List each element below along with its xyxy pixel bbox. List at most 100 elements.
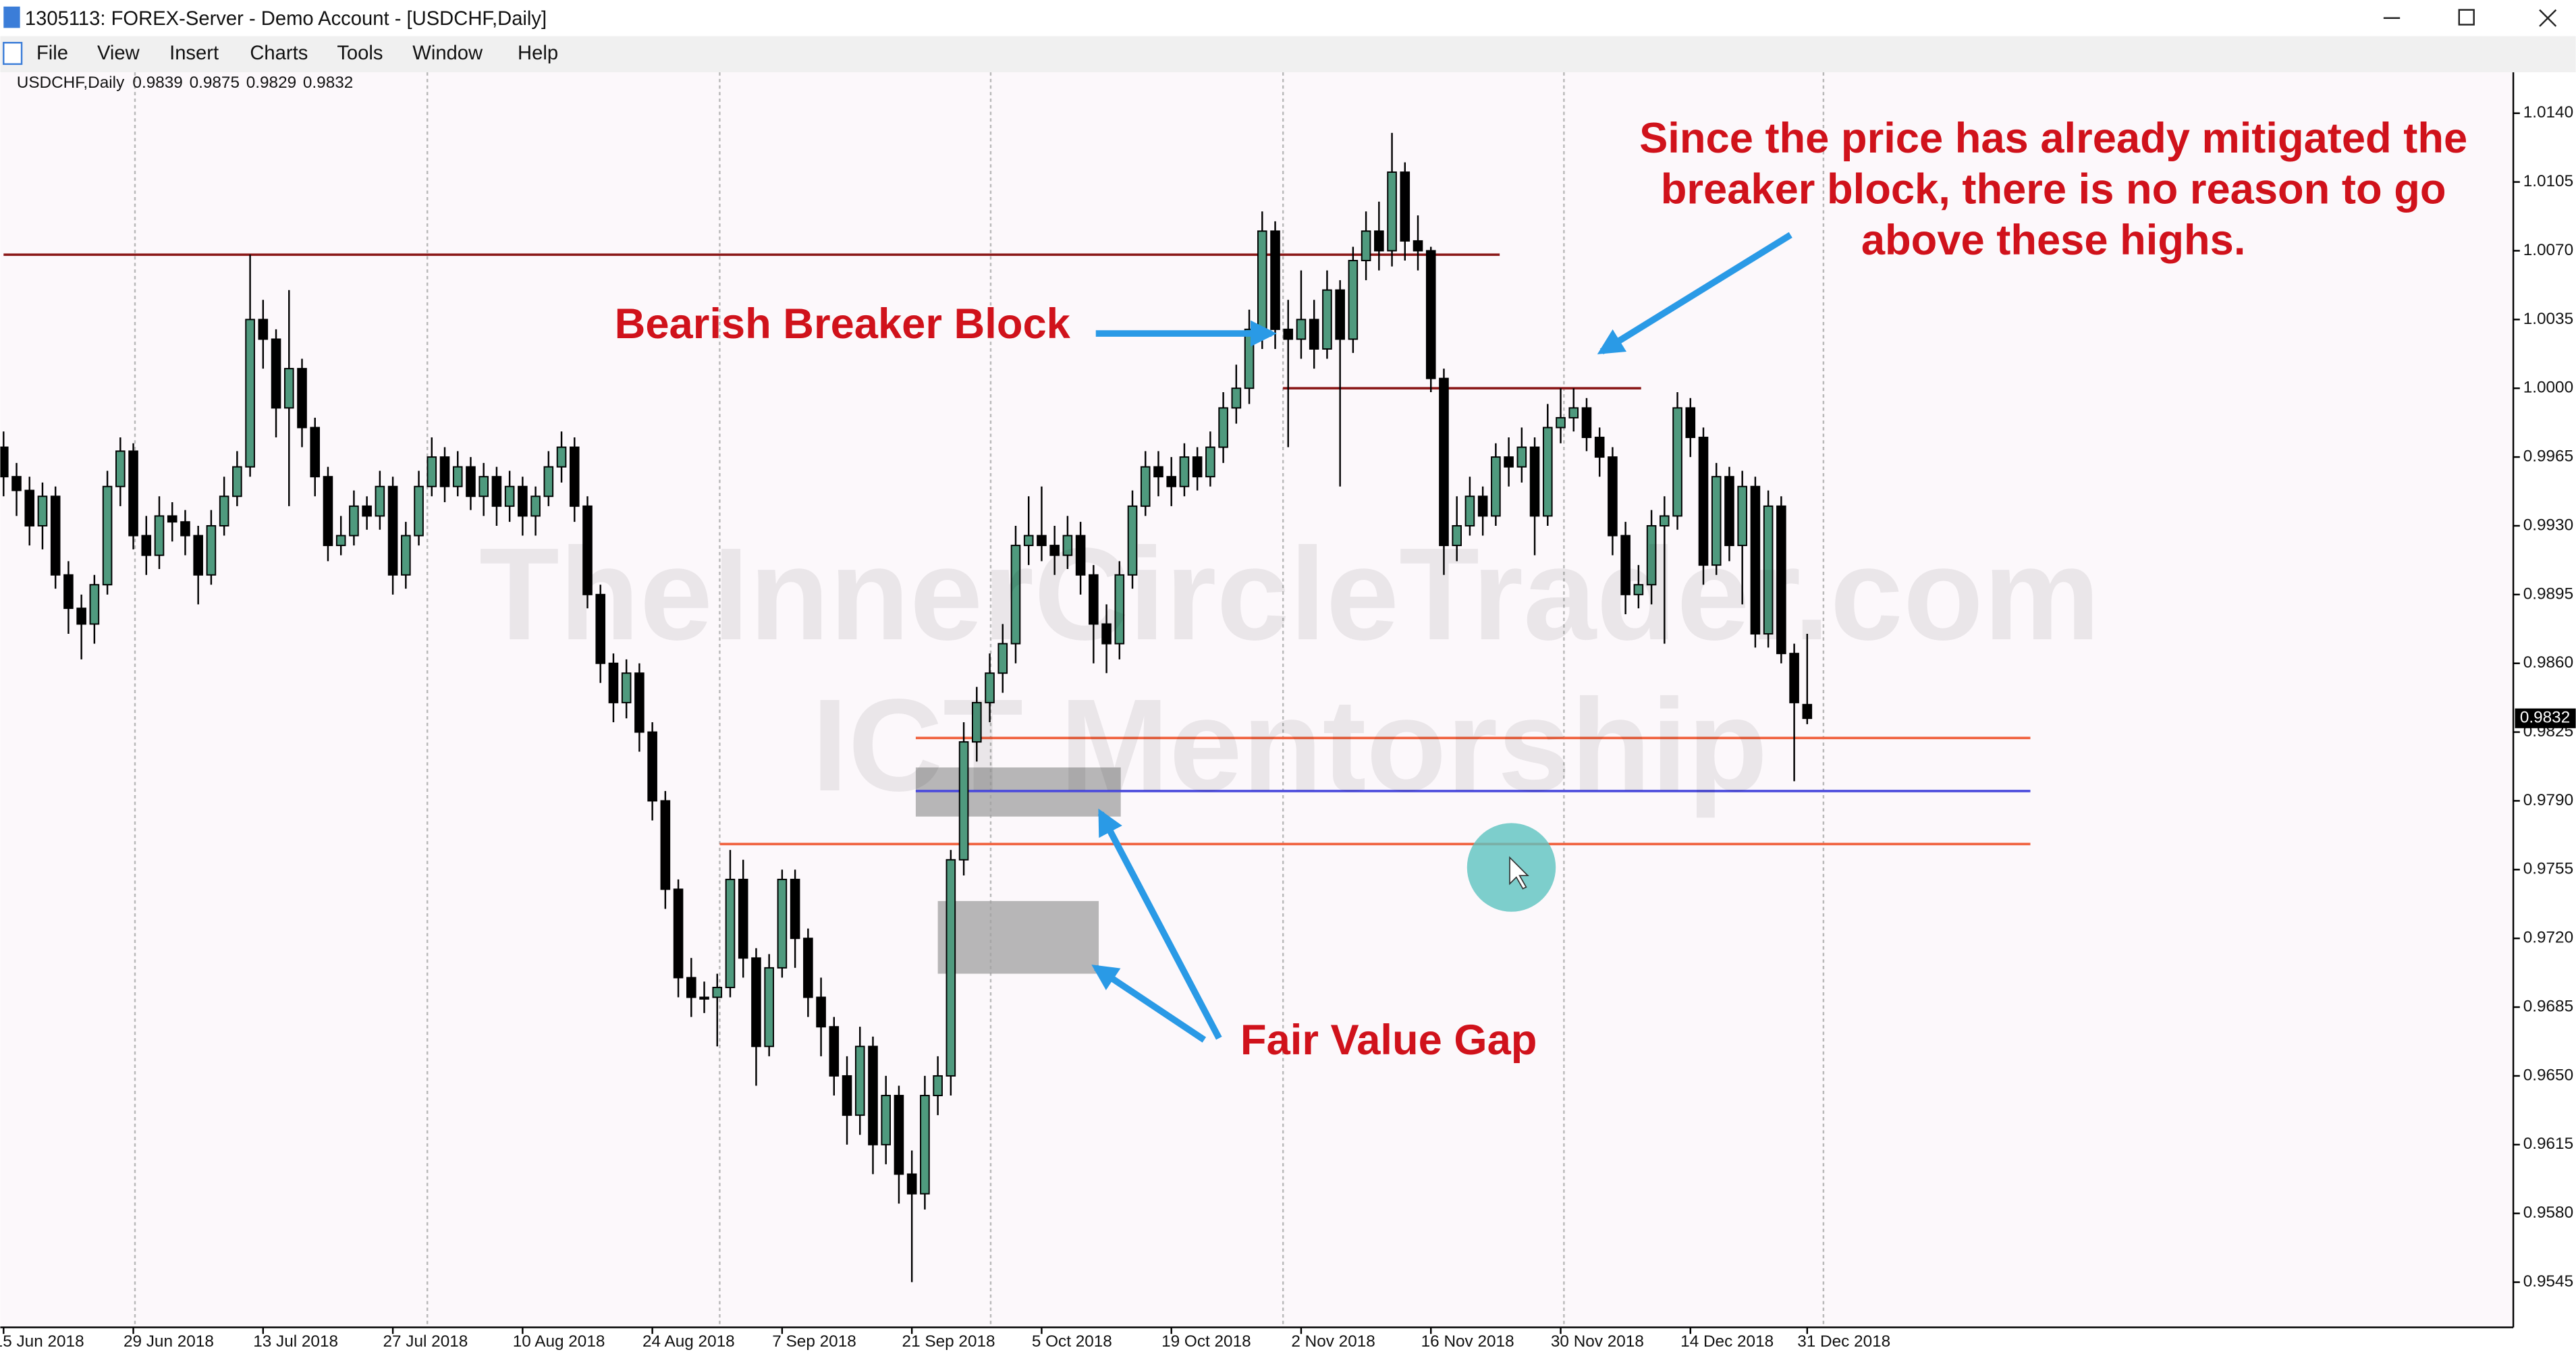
candle-body bbox=[349, 505, 359, 537]
candle-body bbox=[401, 535, 411, 576]
candle-body bbox=[180, 521, 190, 537]
candle-body bbox=[1166, 476, 1177, 487]
candle-body bbox=[582, 505, 593, 595]
candle-body bbox=[543, 466, 554, 497]
candle-body bbox=[76, 607, 86, 625]
candle-body bbox=[24, 489, 35, 526]
candle-body bbox=[310, 427, 321, 478]
close-button[interactable] bbox=[2539, 9, 2557, 27]
candle-body bbox=[439, 456, 450, 487]
y-tick-label: 0.9685 bbox=[2523, 997, 2573, 1015]
candle-body bbox=[37, 495, 48, 526]
current-price-label: 0.9832 bbox=[2520, 709, 2570, 727]
candle-body bbox=[1218, 407, 1228, 448]
candle-body bbox=[1023, 535, 1034, 547]
candle-body bbox=[193, 535, 203, 576]
candle-body bbox=[297, 368, 307, 429]
x-tick-label: 31 Dec 2018 bbox=[1797, 1332, 1890, 1351]
candle-body bbox=[50, 495, 61, 576]
candle-body bbox=[1608, 456, 1618, 537]
candle-body bbox=[1581, 407, 1592, 438]
candle-body bbox=[1101, 623, 1112, 645]
candle-body bbox=[985, 672, 995, 703]
watermark: ICT Mentorship bbox=[812, 672, 1768, 819]
candle-body bbox=[323, 476, 333, 547]
candle-body bbox=[790, 878, 800, 940]
x-tick-label: 14 Dec 2018 bbox=[1680, 1332, 1774, 1351]
candle-body bbox=[115, 450, 126, 487]
candle-body bbox=[1114, 574, 1125, 645]
candle-body bbox=[699, 996, 709, 1000]
candle-body bbox=[1685, 407, 1696, 438]
candle-body bbox=[1504, 456, 1514, 468]
candle-body bbox=[803, 938, 813, 998]
candle-body bbox=[1062, 535, 1073, 556]
menu-item[interactable]: Window bbox=[412, 43, 483, 64]
candle-body bbox=[271, 338, 281, 409]
annotation: Fair Value Gap bbox=[1240, 1017, 1537, 1064]
y-tick-label: 1.0105 bbox=[2523, 172, 2573, 190]
candle-body bbox=[686, 977, 696, 998]
x-tick-label: 24 Aug 2018 bbox=[642, 1332, 735, 1351]
arrow bbox=[1097, 808, 1222, 1040]
candle-body bbox=[1491, 456, 1501, 517]
y-tick-label: 1.0000 bbox=[2523, 379, 2573, 397]
candle-body bbox=[1192, 456, 1203, 478]
candle-body bbox=[1153, 466, 1163, 478]
y-tick-label: 1.0070 bbox=[2523, 241, 2573, 259]
title-bar bbox=[0, 0, 2576, 36]
menu-item[interactable]: Help bbox=[518, 43, 558, 64]
x-tick-label: 13 Jul 2018 bbox=[253, 1332, 338, 1351]
menu-item[interactable]: Insert bbox=[169, 43, 219, 64]
candle-body bbox=[660, 800, 671, 890]
candle-body bbox=[751, 957, 761, 1048]
candle-body bbox=[1477, 495, 1488, 517]
candle-body bbox=[764, 967, 774, 1048]
restore-button[interactable] bbox=[2458, 9, 2475, 26]
chart-header: USDCHF,Daily 0.9839 0.9875 0.9829 0.9832 bbox=[17, 74, 354, 92]
candle-body bbox=[1776, 505, 1786, 655]
candle-body bbox=[128, 450, 138, 537]
candle-body bbox=[1010, 545, 1021, 645]
candle-body bbox=[452, 466, 463, 487]
candle-body bbox=[556, 446, 567, 468]
candle-body bbox=[868, 1046, 878, 1145]
header-high: 0.9875 bbox=[190, 74, 240, 92]
menu-item[interactable]: View bbox=[97, 43, 140, 64]
menu-item[interactable]: Charts bbox=[250, 43, 308, 64]
candle-body bbox=[1296, 319, 1307, 340]
y-tick-label: 0.9545 bbox=[2523, 1272, 2573, 1291]
candle-body bbox=[1464, 495, 1475, 526]
candle-body bbox=[1140, 466, 1151, 507]
candle-body bbox=[232, 466, 242, 497]
candle-body bbox=[89, 584, 100, 625]
candle-body bbox=[608, 662, 619, 703]
candle-body bbox=[11, 476, 22, 491]
menu-bar bbox=[0, 36, 2576, 73]
x-tick-label: 16 Nov 2018 bbox=[1421, 1332, 1514, 1351]
candle-body bbox=[504, 485, 515, 507]
candle-body bbox=[725, 878, 736, 988]
watermark: TheInnerCircleTrader.com bbox=[479, 521, 2100, 668]
menu-item[interactable]: Tools bbox=[337, 43, 383, 64]
candle-body bbox=[595, 593, 606, 664]
candle-body bbox=[258, 319, 269, 340]
candle-body bbox=[1309, 319, 1319, 350]
y-tick-label: 0.9860 bbox=[2523, 653, 2573, 672]
candle-body bbox=[1516, 446, 1527, 468]
candle-body bbox=[1400, 171, 1410, 242]
candle-body bbox=[102, 485, 113, 586]
menu-item[interactable]: File bbox=[36, 43, 68, 64]
callout-line: breaker block, there is no reason to go bbox=[1661, 165, 2446, 213]
x-tick-label: 5 Oct 2018 bbox=[1032, 1332, 1112, 1351]
candle-body bbox=[1763, 505, 1774, 635]
y-tick-label: 0.9965 bbox=[2523, 448, 2573, 466]
candle-body bbox=[1127, 505, 1138, 576]
candle-body bbox=[335, 535, 346, 547]
y-tick-label: 0.9615 bbox=[2523, 1135, 2573, 1153]
candle-body bbox=[958, 741, 969, 861]
candle-body bbox=[1257, 230, 1267, 330]
x-tick-label: 30 Nov 2018 bbox=[1551, 1332, 1644, 1351]
candle-body bbox=[1270, 230, 1280, 330]
